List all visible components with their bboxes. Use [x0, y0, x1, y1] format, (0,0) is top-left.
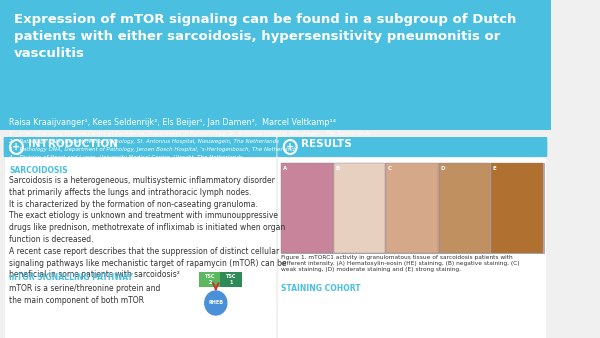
Text: STAINING COHORT: STAINING COHORT: [281, 284, 361, 293]
FancyBboxPatch shape: [277, 137, 547, 157]
Text: RESULTS: RESULTS: [301, 139, 352, 149]
FancyBboxPatch shape: [281, 163, 332, 253]
Text: +: +: [286, 142, 294, 152]
Text: SARCOIDOSIS: SARCOIDOSIS: [9, 166, 68, 175]
Text: 1.   Interstitial Lung Disease Centre of Excellence, Department of Pulmonology, : 1. Interstitial Lung Disease Centre of E…: [9, 131, 371, 136]
Text: mTOR SIGNALLING PATHWAY: mTOR SIGNALLING PATHWAY: [9, 273, 133, 282]
FancyBboxPatch shape: [4, 137, 277, 157]
FancyBboxPatch shape: [5, 158, 275, 338]
FancyBboxPatch shape: [0, 0, 551, 130]
Text: D: D: [440, 166, 445, 171]
FancyBboxPatch shape: [281, 163, 544, 253]
Text: RHEB: RHEB: [208, 300, 223, 306]
FancyBboxPatch shape: [199, 272, 221, 287]
Text: +: +: [13, 142, 20, 152]
Text: Sarcoidosis is a heterogeneous, multisystemic inflammatory disorder
that primari: Sarcoidosis is a heterogeneous, multisys…: [9, 176, 287, 280]
FancyBboxPatch shape: [439, 163, 490, 253]
FancyBboxPatch shape: [334, 163, 385, 253]
Text: Raisa Kraaijvanger¹, Kees Seldenrijk², Els Beijer¹, Jan Damen³,  Marcel Veltkamp: Raisa Kraaijvanger¹, Kees Seldenrijk², E…: [9, 118, 336, 127]
FancyBboxPatch shape: [491, 163, 543, 253]
Circle shape: [205, 291, 227, 315]
Text: B: B: [335, 166, 340, 171]
FancyBboxPatch shape: [278, 158, 547, 338]
FancyBboxPatch shape: [220, 272, 242, 287]
FancyBboxPatch shape: [386, 163, 437, 253]
Text: Expression of mTOR signaling can be found in a subgroup of Dutch
patients with e: Expression of mTOR signaling can be foun…: [14, 13, 516, 60]
Text: 3.   Pathology DNA, Department of Pathology, Jeroen Bosch Hospital, 's-Hertogenb: 3. Pathology DNA, Department of Patholog…: [9, 147, 298, 152]
Text: TSC
1: TSC 1: [226, 274, 236, 285]
Text: Figure 1. mTORC1 activity in granulomatous tissue of sarcoidosis patients with
d: Figure 1. mTORC1 activity in granulomato…: [281, 255, 520, 272]
Text: TSC
2: TSC 2: [205, 274, 215, 285]
Text: C: C: [388, 166, 392, 171]
Text: INTRODUCTION: INTRODUCTION: [28, 139, 118, 149]
Text: E: E: [493, 166, 497, 171]
Text: 2.   Pathology DNA, Department of Pathology, St. Antonius Hospital, Nieuwegein, : 2. Pathology DNA, Department of Patholog…: [9, 139, 279, 144]
Text: A: A: [283, 166, 287, 171]
Text: 4.   Division of Heart and Lungs, University Medical Centre, Utrecht, The Nether: 4. Division of Heart and Lungs, Universi…: [9, 155, 243, 160]
Text: mTOR is a serine/threonine protein and
the main component of both mTOR: mTOR is a serine/threonine protein and t…: [9, 284, 161, 305]
